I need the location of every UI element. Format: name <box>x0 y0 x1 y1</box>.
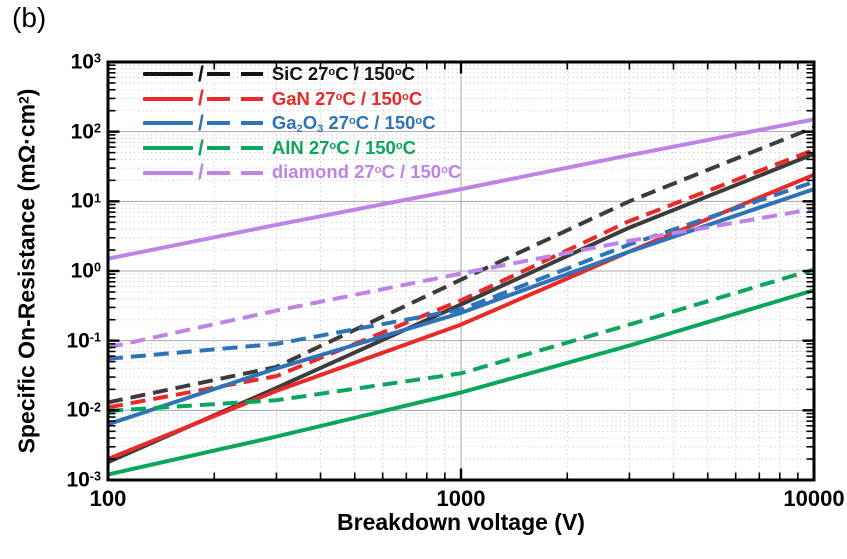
text-run: Ga <box>271 112 297 134</box>
superscript: -1 <box>89 330 101 345</box>
legend-dashed-line-swatch <box>206 72 263 77</box>
plot-frame <box>106 60 816 482</box>
legend-label: SiC 27oC / 150oC <box>271 63 415 85</box>
legend-slash: / <box>198 161 204 185</box>
legend-slash: / <box>198 62 204 86</box>
y-tick-label-1e-1: 10-1 <box>66 330 101 351</box>
legend-item-ga2o3: / Ga2O3 27oC / 150oC <box>143 111 461 136</box>
subscript: 3 <box>317 123 324 136</box>
superscript: o <box>394 66 402 79</box>
curve-ga2o3-27c <box>107 187 815 427</box>
curve-aln-150c <box>107 267 815 413</box>
superscript: o <box>402 90 409 103</box>
text-run: C / 150 <box>335 63 395 85</box>
legend-label: Ga2O3 27oC / 150oC <box>271 112 436 136</box>
y-axis-title: Specific On-Resistance (mΩ·cm2) <box>14 89 41 454</box>
superscript: 1 <box>93 191 101 206</box>
y-tick-label-1e3: 103 <box>71 52 101 73</box>
legend-dashed-line-swatch <box>206 146 263 151</box>
y-tick-label-1e2: 102 <box>71 121 101 142</box>
panel-label: (b) <box>12 2 47 33</box>
legend-solid-line-swatch <box>143 72 193 77</box>
curve-sic-150c <box>107 125 815 405</box>
legend-label: AlN 27oC / 150oC <box>271 136 417 158</box>
superscript: 2 <box>93 121 101 136</box>
text-run: C / 150 <box>355 112 416 134</box>
superscript: 2 <box>16 96 32 104</box>
text-run: 10 <box>70 259 94 283</box>
y-tick-label-1e-3: 10-3 <box>66 470 101 491</box>
series-curves <box>107 117 815 477</box>
legend-solid-line-swatch <box>143 170 193 175</box>
text-run: 10 <box>70 50 94 74</box>
curve-gan-150c <box>107 147 815 410</box>
superscript: o <box>328 66 336 79</box>
superscript: o <box>329 139 337 152</box>
legend-label: diamond 27oC / 150oC <box>272 163 461 182</box>
legend-item-aln: / AlN 27oC / 150oC <box>143 136 461 161</box>
legend-solid-line-swatch <box>143 146 193 151</box>
text-run: 10 <box>70 120 94 144</box>
curve-aln-27c <box>107 288 815 477</box>
text-run: GaN 27 <box>271 87 336 109</box>
text-run: SiC 27 <box>271 63 329 85</box>
x-tick-label-1000: 1000 <box>436 486 486 511</box>
text-run: 10 <box>66 398 90 422</box>
legend-item-gan: / GaN 27oC / 150oC <box>143 87 461 112</box>
legend-solid-line-swatch <box>143 121 193 126</box>
legend: / SiC 27oC / 150oC / GaN 27oC / 150oC / Ga2O3… <box>143 62 461 185</box>
superscript: o <box>441 164 448 177</box>
text-run: 10 <box>66 329 90 353</box>
y-tick-label-1e0: 100 <box>71 261 101 282</box>
text-run: C <box>408 87 423 109</box>
x-tick-label-10000: 10000 <box>783 486 845 511</box>
superscript: o <box>335 90 343 103</box>
text-run: ) <box>13 88 40 97</box>
text-run: C <box>422 112 436 134</box>
text-run: 10 <box>66 468 90 492</box>
legend-slash: / <box>198 87 204 111</box>
legend-item-diamond: / diamond 27oC / 150oC <box>143 160 461 185</box>
superscript: o <box>415 115 423 128</box>
y-tick-label-1e1: 101 <box>71 191 101 212</box>
legend-slash: / <box>198 136 204 160</box>
axes-frame <box>106 60 816 482</box>
superscript: o <box>395 139 403 152</box>
curve-gan-27c <box>107 172 815 461</box>
text-run: 27 <box>323 112 349 134</box>
legend-dashed-line-swatch <box>206 96 263 101</box>
text-run: C / 150 <box>342 87 403 109</box>
text-run: C <box>447 161 462 183</box>
superscript: o <box>348 115 356 128</box>
superscript: o <box>374 164 382 177</box>
legend-item-sic: / SiC 27oC / 150oC <box>143 62 461 87</box>
legend-label: GaN 27oC / 150oC <box>271 87 423 109</box>
y-tick-label-1e-2: 10-2 <box>66 400 101 421</box>
text-run: O <box>302 112 318 134</box>
superscript: 3 <box>93 51 101 66</box>
curve-diamond-27c <box>107 117 815 261</box>
subscript: 2 <box>296 123 303 136</box>
legend-solid-line-swatch <box>143 96 193 101</box>
text-run: C / 150 <box>381 161 442 183</box>
text-run: Specific On-Resistance (mΩ·cm <box>13 103 40 454</box>
legend-slash: / <box>198 111 204 135</box>
text-run: C <box>402 136 417 158</box>
legend-dashed-line-swatch <box>206 121 263 126</box>
x-axis-title: Breakdown voltage (V) <box>337 509 585 535</box>
text-run: C <box>401 63 415 85</box>
text-run: diamond 27 <box>271 161 375 183</box>
superscript: 0 <box>93 260 101 275</box>
superscript: -2 <box>89 400 101 415</box>
legend-dashed-line-swatch <box>206 170 263 175</box>
curve-ga2o3-150c <box>107 180 815 361</box>
x-tick-label-100: 100 <box>89 486 127 511</box>
axis-ticks <box>106 60 816 482</box>
text-run: AlN 27 <box>271 136 330 158</box>
superscript: -3 <box>89 469 101 484</box>
text-run: C / 150 <box>336 136 396 158</box>
text-run: 10 <box>70 189 94 213</box>
